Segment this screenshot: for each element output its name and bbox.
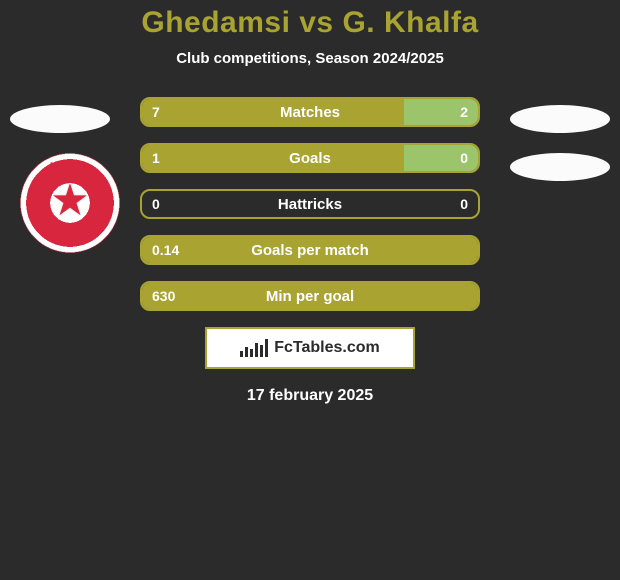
stat-bar-left-segment (142, 283, 478, 309)
brand-box[interactable]: FcTables.com (205, 327, 415, 369)
comparison-stage: E.S.S ★ 72Matches10Goals00Hattricks0.14G… (0, 97, 620, 405)
stat-bar: 72Matches (140, 97, 480, 127)
club-left-badge: E.S.S ★ (20, 153, 120, 253)
stat-bar: 10Goals (140, 143, 480, 173)
club-right-photo-placeholder (510, 153, 610, 181)
stat-bar-left-segment (142, 237, 478, 263)
stat-value-left: 630 (142, 283, 185, 309)
stat-bar-left-segment (142, 145, 404, 171)
stat-value-left: 7 (142, 99, 170, 125)
stat-label: Hattricks (142, 191, 478, 217)
stat-value-right: 0 (450, 145, 478, 171)
stat-value-left: 0.14 (142, 237, 189, 263)
bar-chart-icon (240, 339, 268, 357)
stat-value-left: 0 (142, 191, 170, 217)
stat-value-right: 0 (450, 191, 478, 217)
stat-bar-left-segment (142, 99, 404, 125)
stat-bars: 72Matches10Goals00Hattricks0.14Goals per… (140, 97, 480, 311)
date-text: 17 february 2025 (0, 387, 620, 405)
player-left-photo-placeholder (10, 105, 110, 133)
player-right-photo-placeholder (510, 105, 610, 133)
stat-bar: 0.14Goals per match (140, 235, 480, 265)
stat-value-left: 1 (142, 145, 170, 171)
stat-bar: 630Min per goal (140, 281, 480, 311)
stat-value-right (458, 237, 478, 263)
stat-value-right: 2 (450, 99, 478, 125)
star-icon: ★ (50, 179, 89, 223)
stat-bar: 0 0Hattricks (140, 189, 480, 219)
subtitle: Club competitions, Season 2024/2025 (0, 50, 620, 67)
club-badge-text: E.S.S (50, 159, 91, 175)
stat-value-right (458, 283, 478, 309)
page-title: Ghedamsi vs G. Khalfa (0, 0, 620, 40)
brand-text: FcTables.com (274, 339, 380, 357)
